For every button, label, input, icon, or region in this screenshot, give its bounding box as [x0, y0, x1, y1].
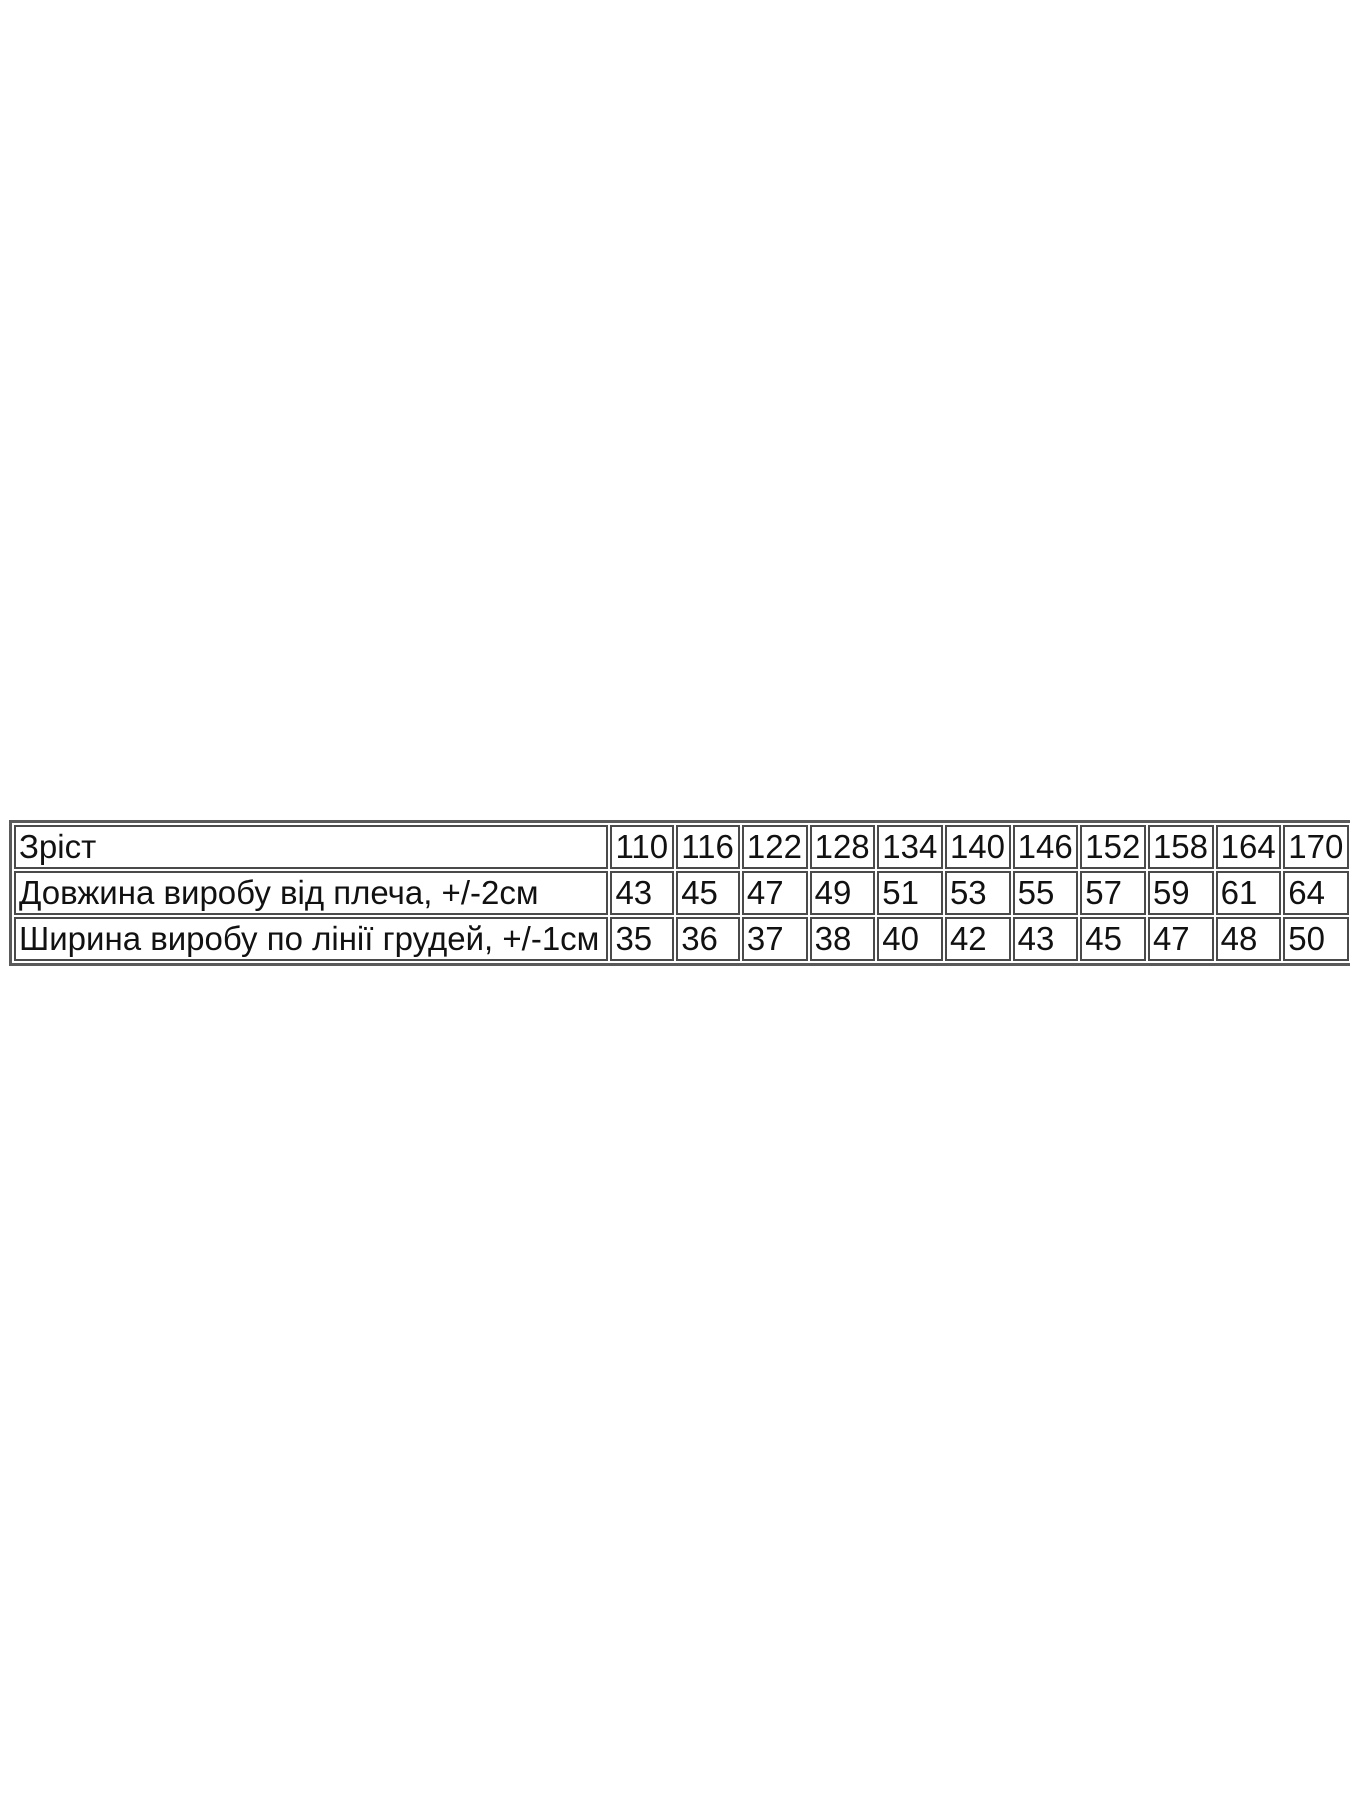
table-cell: 35 [610, 917, 675, 961]
table-cell: 116 [676, 825, 740, 869]
table-cell: 122 [741, 825, 808, 869]
table-cell: 140 [944, 825, 1011, 869]
table-cell: 146 [1012, 825, 1079, 869]
row-label: Ширина виробу по лінії грудей, +/-1см [14, 917, 609, 961]
table-cell: 49 [809, 871, 876, 915]
table-cell: 110 [610, 825, 675, 869]
table-cell: 43 [1012, 917, 1079, 961]
table-cell: 45 [1080, 917, 1146, 961]
table-cell: 48 [1215, 917, 1282, 961]
size-chart-body: Зріст 110 116 122 128 134 140 146 152 158 164 170 До… [14, 825, 1349, 961]
table-cell: 55 [1012, 871, 1079, 915]
header-row-height: Зріст 110 116 122 128 134 140 146 152 158 164 170 [14, 825, 1349, 869]
table-cell: 57 [1080, 871, 1146, 915]
table-cell: 42 [944, 917, 1011, 961]
table-cell: 47 [741, 871, 808, 915]
table-cell: 164 [1215, 825, 1282, 869]
table-cell: 170 [1283, 825, 1349, 869]
table-cell: 59 [1147, 871, 1214, 915]
table-cell: 50 [1283, 917, 1349, 961]
table-cell: 64 [1283, 871, 1349, 915]
table-row: Ширина виробу по лінії грудей, +/-1см 35 3… [14, 917, 1349, 961]
table-cell: 38 [809, 917, 876, 961]
size-chart-table: Зріст 110 116 122 128 134 140 146 152 158 164 170 До… [9, 820, 1350, 966]
table-cell: 43 [610, 871, 675, 915]
table-cell: 128 [809, 825, 876, 869]
table-cell: 134 [877, 825, 943, 869]
table-cell: 47 [1147, 917, 1214, 961]
table-cell: 37 [741, 917, 808, 961]
table-cell: 61 [1215, 871, 1282, 915]
row-label: Зріст [14, 825, 609, 869]
table-cell: 40 [877, 917, 943, 961]
table-cell: 152 [1080, 825, 1146, 869]
table-cell: 36 [676, 917, 740, 961]
table-cell: 53 [944, 871, 1011, 915]
table-row: Довжина виробу від плеча, +/-2см 43 45 47 49… [14, 871, 1349, 915]
table-cell: 158 [1147, 825, 1214, 869]
row-label: Довжина виробу від плеча, +/-2см [14, 871, 609, 915]
table-cell: 51 [877, 871, 943, 915]
table-cell: 45 [676, 871, 740, 915]
